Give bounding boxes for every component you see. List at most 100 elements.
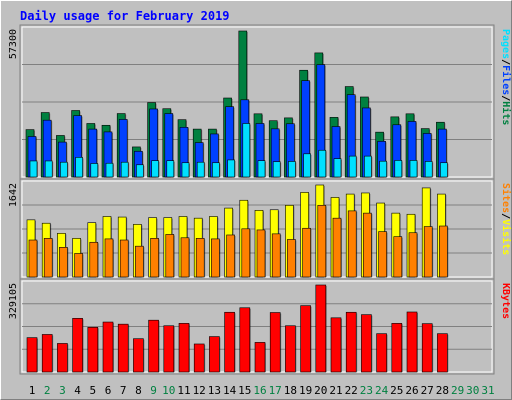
x-tick-label: 8	[135, 384, 142, 397]
panel-2-ymax-label: 1642	[8, 183, 19, 207]
sites-bar	[256, 229, 266, 278]
x-tick-label: 23	[360, 384, 373, 397]
panel-3-ymax-label: 329105	[8, 283, 19, 319]
legend-separator: /	[500, 95, 511, 101]
x-tick-label: 25	[390, 384, 403, 397]
pages-bar	[75, 157, 83, 178]
pages-bar	[364, 155, 372, 178]
x-tick-label: 4	[74, 384, 81, 397]
x-tick-label: 20	[314, 384, 327, 397]
legend-entry: Hits	[500, 101, 512, 125]
kbytes-bar	[391, 323, 403, 373]
sites-bar	[332, 217, 342, 278]
panel-1-legend: Pages/Files/Hits	[500, 29, 512, 125]
sites-bar	[119, 239, 129, 278]
kbytes-bar	[421, 323, 433, 373]
kbytes-bar	[163, 325, 175, 373]
kbytes-bar	[72, 318, 83, 373]
x-tick-label: 16	[253, 384, 266, 397]
kbytes-bar	[300, 305, 311, 373]
kbytes-bar	[148, 319, 159, 373]
chart-title: Daily usage for February 2019	[20, 9, 230, 23]
pages-bar	[196, 161, 205, 178]
kbytes-bar	[315, 284, 327, 373]
pages-bar	[90, 163, 99, 178]
legend-entry: KBytes	[500, 283, 511, 319]
x-tick-label: 10	[162, 384, 175, 397]
kbytes-bar	[361, 314, 372, 373]
pages-bar	[29, 160, 38, 178]
kbytes-bar	[406, 311, 418, 373]
sites-bar	[43, 238, 53, 278]
kbytes-bar	[330, 317, 342, 373]
sites-bar	[423, 226, 433, 278]
x-tick-label: 22	[345, 384, 358, 397]
kbytes-bar	[117, 323, 129, 373]
pages-bar	[303, 153, 311, 178]
legend-entry: Files	[500, 65, 512, 95]
pages-bar	[136, 164, 144, 178]
pages-bar	[181, 162, 190, 178]
kbytes-bar	[209, 336, 220, 373]
x-tick-label: 13	[208, 384, 221, 397]
pages-bar	[105, 162, 114, 178]
pages-bar	[318, 149, 327, 178]
sites-bar	[226, 234, 235, 278]
sites-bar	[165, 234, 175, 278]
kbytes-bar	[178, 323, 190, 373]
pages-bar	[257, 160, 266, 178]
sites-bar	[195, 238, 205, 278]
x-tick-label: 9	[150, 384, 157, 397]
x-tick-label: 12	[193, 384, 206, 397]
sites-bar	[317, 204, 327, 278]
kbytes-bar	[269, 312, 281, 373]
x-tick-label: 2	[44, 384, 51, 397]
panel-3-legend: KBytes	[500, 283, 511, 319]
pages-bar	[348, 155, 357, 178]
legend-separator: /	[500, 213, 511, 219]
pages-bar	[272, 161, 281, 178]
panel-1-ymax-label: 57300	[8, 29, 19, 59]
kbytes-bar	[285, 325, 296, 373]
pages-bar	[394, 160, 403, 178]
sites-bar	[28, 239, 38, 278]
x-tick-label: 31	[481, 384, 494, 397]
legend-entry: Sites	[500, 183, 512, 213]
pages-bar	[166, 160, 175, 178]
kbytes-bar	[26, 337, 38, 373]
sites-bar	[302, 227, 311, 278]
kbytes-bar	[87, 327, 99, 373]
sites-bar	[287, 239, 296, 278]
pages-bar	[60, 161, 68, 178]
x-tick-label: 1	[29, 384, 36, 397]
sites-bar	[363, 212, 372, 278]
x-tick-label: 6	[105, 384, 112, 397]
sites-bar	[271, 233, 281, 278]
pages-bar	[379, 160, 387, 178]
panel-3-outer-border	[19, 278, 495, 375]
kbytes-bar	[41, 334, 53, 373]
x-tick-label: 24	[375, 384, 389, 397]
kbytes-bar	[224, 311, 235, 373]
kbytes-bar	[254, 342, 266, 373]
x-tick-label: 3	[59, 384, 66, 397]
sites-bar	[104, 238, 114, 278]
kbytes-bar	[376, 333, 387, 373]
sites-bar	[211, 238, 220, 278]
kbytes-bar	[239, 307, 251, 373]
x-tick-label: 18	[284, 384, 297, 397]
pages-bar	[333, 158, 342, 178]
sites-bar	[150, 238, 159, 278]
pages-bar	[288, 161, 296, 178]
pages-bar	[440, 162, 448, 178]
sites-bar	[408, 232, 418, 278]
x-tick-label: 15	[238, 384, 251, 397]
pages-bar	[212, 162, 220, 178]
sites-bar	[241, 228, 251, 278]
sites-bar	[135, 245, 144, 278]
kbytes-bar	[57, 343, 68, 373]
x-tick-label: 19	[299, 384, 312, 397]
x-tick-label: 29	[451, 384, 464, 397]
x-tick-label: 26	[405, 384, 418, 397]
